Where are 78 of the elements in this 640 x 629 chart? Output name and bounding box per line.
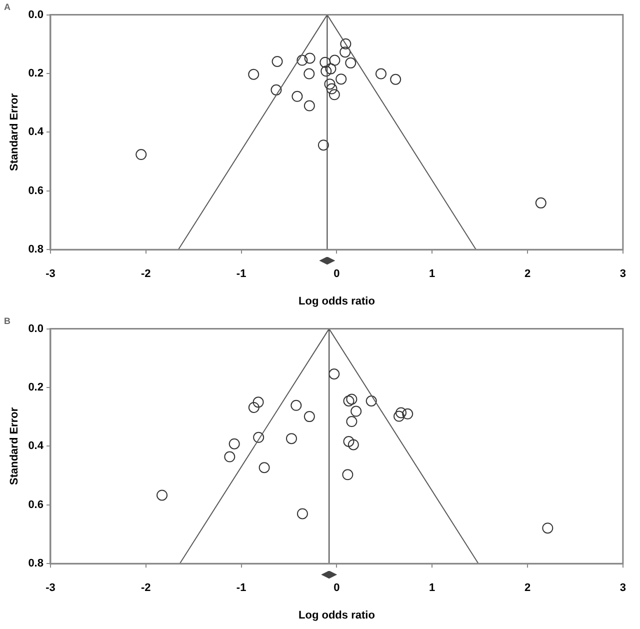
point [348, 439, 359, 450]
point [390, 74, 402, 85]
x-tick-label: 0 [334, 582, 340, 594]
point [535, 197, 546, 208]
point [252, 396, 264, 408]
x-axis-title: Log odds ratio [298, 295, 376, 308]
point [324, 78, 336, 90]
point [296, 508, 308, 520]
point [329, 54, 340, 66]
point [320, 56, 331, 68]
point [248, 68, 260, 80]
point [156, 490, 168, 501]
chart-title: B [4, 316, 11, 326]
point [248, 402, 260, 413]
point [394, 410, 405, 422]
x-tick-label: -3 [46, 582, 56, 594]
point [326, 83, 338, 94]
x-tick-label: -2 [141, 268, 151, 280]
point [343, 396, 354, 406]
point [340, 38, 352, 50]
x-tick-label: 2 [524, 582, 531, 594]
x-tick-label: 1 [429, 582, 436, 594]
y-axis-title: Standard Error [8, 406, 21, 486]
point [366, 396, 377, 406]
y-tick-label: 0.6 [28, 184, 44, 197]
point [375, 68, 386, 80]
point [346, 394, 358, 405]
y-tick-label: 0.6 [28, 498, 44, 511]
point [304, 411, 315, 422]
point [396, 407, 407, 418]
point [304, 52, 316, 64]
y-tick-label: 0.0 [28, 322, 44, 335]
x-tick-label: 1 [429, 268, 436, 280]
x-tick-label: -1 [236, 582, 246, 594]
point [325, 63, 336, 74]
point [272, 56, 283, 67]
chart-title: A [4, 2, 11, 12]
point [328, 89, 340, 100]
point [228, 438, 240, 450]
x-axis-title: Log odds ratio [298, 609, 376, 622]
x-tick-label: -3 [46, 268, 56, 280]
point [342, 469, 354, 480]
point [345, 57, 356, 68]
point [286, 433, 297, 444]
point [320, 66, 332, 77]
point [336, 74, 347, 85]
point [542, 522, 554, 534]
y-tick-label: 0.8 [28, 558, 44, 570]
x-tick-label: -1 [236, 268, 246, 280]
x-tick-label: -2 [141, 582, 151, 594]
y-tick-label: 0.2 [28, 382, 44, 394]
point [253, 432, 264, 443]
y-axis-title: Standard Error [8, 92, 21, 172]
point [402, 408, 414, 420]
x-tick-label: 2 [524, 268, 531, 280]
point [304, 68, 315, 80]
y-tick-label: 0.0 [28, 8, 44, 21]
point [224, 451, 236, 462]
point [296, 54, 308, 66]
y-tick-label: 0.4 [28, 126, 44, 138]
y-tick-label: 0.8 [28, 244, 44, 256]
point [304, 100, 315, 112]
point [340, 46, 351, 58]
point [270, 84, 282, 96]
point [136, 149, 147, 160]
point [318, 140, 329, 151]
x-tick-label: 3 [620, 582, 626, 594]
y-tick-label: 0.4 [28, 440, 44, 452]
y-tick-label: 0.2 [28, 68, 44, 80]
point [343, 436, 354, 448]
point [258, 462, 270, 474]
point [290, 400, 302, 411]
x-tick-label: 0 [334, 268, 340, 280]
point [346, 416, 358, 428]
point [328, 368, 340, 380]
x-tick-label: 3 [620, 268, 626, 280]
point [350, 406, 362, 417]
point [292, 90, 303, 102]
